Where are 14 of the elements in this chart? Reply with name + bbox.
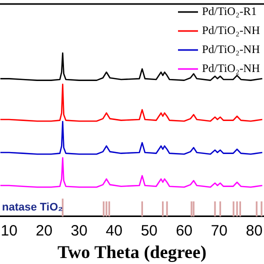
legend-label: Pd/TiO₂-NH (202, 63, 260, 76)
x-tick-label: 80 (246, 222, 263, 240)
x-tick-label: 20 (36, 222, 52, 240)
legend-label: Pd/TiO₂-NH (202, 44, 260, 56)
x-tick-label: 70 (210, 222, 228, 240)
legend-label: Pd/TiO₂-NH (202, 25, 260, 38)
annotation: natase TiO₂ (2, 201, 64, 214)
x-tick-label: 40 (106, 222, 122, 240)
x-tick-label: 60 (176, 222, 193, 240)
x-axis-title: Two Theta (degree) (58, 242, 206, 262)
legend-label: Pd/TiO₂-R1 (202, 6, 257, 18)
x-tick-label: 30 (70, 222, 88, 240)
x-tick-label: 50 (140, 222, 158, 240)
x-tick-label: 10 (0, 222, 18, 240)
